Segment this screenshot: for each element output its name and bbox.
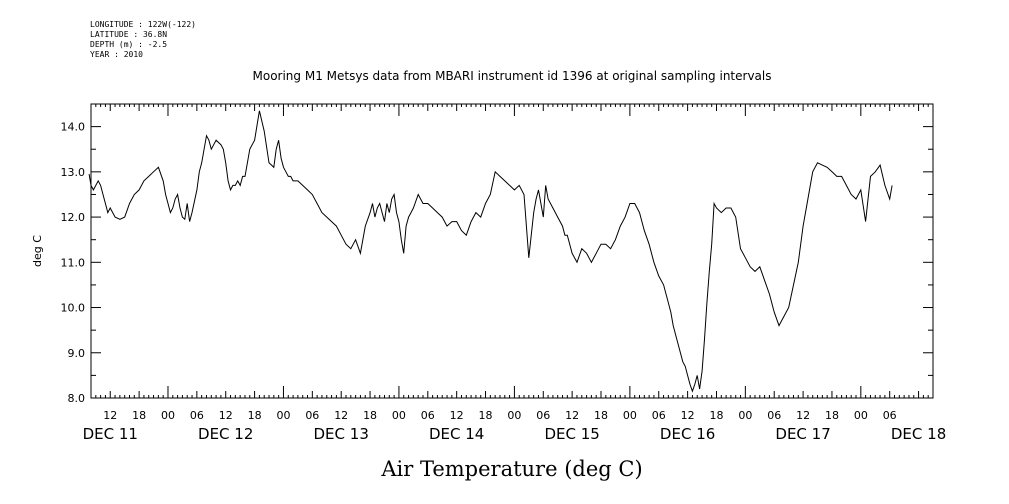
x-day-label: DEC 18 (891, 425, 946, 443)
x-hour-label: 12 (681, 409, 695, 422)
x-hour-label: 00 (854, 409, 868, 422)
y-axis-label: deg C (31, 235, 44, 267)
x-hour-label: 18 (132, 409, 146, 422)
x-hour-label: 18 (248, 409, 262, 422)
x-hour-label: 06 (305, 409, 319, 422)
plot-frame (90, 103, 934, 399)
x-hour-label: 12 (450, 409, 464, 422)
x-axis: 12 18 00 06 12 18 00 06 12 18 00 06 12 18 00 06 12 18 00 06… (83, 104, 946, 443)
series-group (88, 110, 893, 393)
x-day-label: DEC 13 (314, 425, 369, 443)
x-hour-label: 18 (479, 409, 493, 422)
y-tick-label: 11.0 (61, 256, 86, 269)
y-tick-label: 14.0 (61, 121, 86, 134)
x-day-label: DEC 12 (198, 425, 253, 443)
x-day-label: DEC 15 (544, 425, 599, 443)
x-hour-label: 12 (565, 409, 579, 422)
longitude-text: LONGITUDE : 122W(-122) (90, 20, 196, 29)
x-day-label: DEC 16 (660, 425, 715, 443)
x-hour-label: 18 (594, 409, 608, 422)
x-hour-label: 06 (883, 409, 897, 422)
x-hour-label: 06 (767, 409, 781, 422)
y-tick-label: 10.0 (61, 302, 86, 315)
x-hour-label: 00 (738, 409, 752, 422)
y-tick-label: 9.0 (68, 347, 86, 360)
x-hour-label: 06 (652, 409, 666, 422)
x-day-label: DEC 11 (83, 425, 138, 443)
x-hour-label: 06 (421, 409, 435, 422)
x-axis-label: Air Temperature (deg C) (380, 457, 642, 481)
y-tick-label: 13.0 (61, 166, 86, 179)
x-hour-label: 00 (623, 409, 637, 422)
chart-title: Mooring M1 Metsys data from MBARI instru… (253, 69, 772, 83)
x-hour-label: 18 (363, 409, 377, 422)
location-metadata: LONGITUDE : 122W(-122) LATITUDE : 36.8N … (90, 20, 196, 60)
x-day-label: DEC 14 (429, 425, 484, 443)
x-hour-label: 18 (709, 409, 723, 422)
temperature-series-line (88, 110, 893, 393)
year-text: YEAR : 2010 (90, 50, 143, 59)
y-tick-label: 8.0 (68, 392, 86, 405)
x-hour-label: 12 (796, 409, 810, 422)
x-hour-label: 12 (219, 409, 233, 422)
x-hour-label: 12 (334, 409, 348, 422)
x-hour-label: 06 (536, 409, 550, 422)
x-hour-label: 06 (190, 409, 204, 422)
x-hour-label: 18 (825, 409, 839, 422)
depth-text: DEPTH (m) : -2.5 (90, 40, 168, 49)
x-hour-label: 00 (161, 409, 175, 422)
x-hour-label: 12 (103, 409, 117, 422)
y-axis: 8.0 9.0 10.0 11.0 12.0 13.0 14.0 (61, 103, 933, 405)
x-hour-label: 00 (392, 409, 406, 422)
x-hour-label: 00 (507, 409, 521, 422)
latitude-text: LATITUDE : 36.8N (90, 30, 168, 39)
x-hour-label: 00 (276, 409, 290, 422)
y-tick-label: 12.0 (61, 211, 86, 224)
x-day-label: DEC 17 (775, 425, 830, 443)
